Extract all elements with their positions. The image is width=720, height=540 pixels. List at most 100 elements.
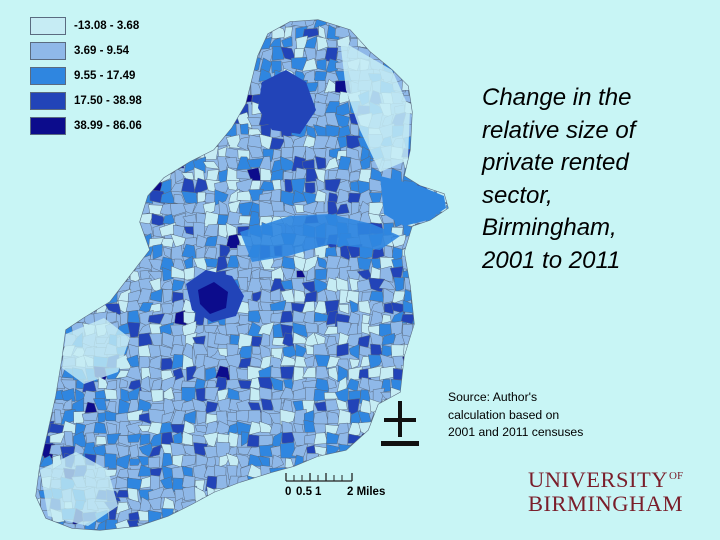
ward-cell bbox=[150, 378, 163, 393]
ward-cell bbox=[225, 78, 241, 96]
title-line: Birmingham, bbox=[482, 214, 617, 241]
ward-cell bbox=[115, 181, 128, 192]
ward-cell bbox=[170, 125, 184, 138]
ward-cell bbox=[424, 68, 441, 83]
ward-cell bbox=[378, 26, 395, 38]
ward-cell bbox=[224, 59, 242, 71]
ward-cell bbox=[163, 70, 173, 86]
ward-cell bbox=[423, 454, 440, 470]
ward-cell bbox=[381, 519, 394, 530]
ward-cell bbox=[72, 266, 84, 278]
ward-cell bbox=[435, 476, 448, 491]
ward-cell bbox=[136, 288, 153, 305]
ward-cell bbox=[435, 365, 448, 381]
ward-cell bbox=[434, 181, 448, 193]
ward-cell bbox=[40, 377, 56, 389]
ward-cell bbox=[169, 92, 186, 106]
ward-cell bbox=[104, 453, 117, 470]
ward-cell bbox=[272, 510, 285, 524]
ward-cell bbox=[384, 531, 394, 540]
ward-cell bbox=[435, 245, 448, 256]
ward-cell bbox=[137, 179, 153, 193]
ward-cell bbox=[447, 68, 448, 83]
ward-cell bbox=[279, 310, 295, 324]
ward-cell bbox=[423, 332, 437, 350]
ward-cell bbox=[50, 177, 62, 193]
ward-cell bbox=[60, 156, 77, 174]
ward-cell bbox=[247, 68, 262, 85]
ward-cell bbox=[96, 519, 106, 530]
ward-cell bbox=[435, 456, 448, 470]
ward-cell bbox=[116, 233, 129, 250]
region-north-dark bbox=[258, 70, 316, 134]
ward-cell bbox=[184, 82, 195, 94]
ward-cell bbox=[71, 203, 86, 217]
ward-cell bbox=[313, 432, 328, 445]
ward-cell bbox=[192, 91, 209, 103]
ward-cell bbox=[303, 290, 318, 304]
ward-cell bbox=[438, 83, 448, 93]
ward-cell bbox=[93, 270, 111, 280]
ward-cell bbox=[337, 453, 348, 469]
ward-cell bbox=[426, 485, 440, 503]
ward-cell bbox=[258, 520, 270, 530]
ward-cell bbox=[162, 112, 174, 127]
ward-cell bbox=[140, 45, 152, 62]
ward-cell bbox=[114, 518, 131, 530]
ward-cell bbox=[433, 93, 448, 107]
region-south-light bbox=[40, 452, 118, 526]
ward-cell bbox=[226, 211, 243, 225]
ward-cell bbox=[414, 92, 428, 103]
ward-cell bbox=[116, 222, 132, 236]
ward-cell bbox=[96, 232, 111, 249]
ward-cell bbox=[225, 34, 238, 51]
scale-bar bbox=[285, 473, 353, 482]
ward-cell bbox=[423, 398, 438, 414]
ward-cell bbox=[104, 234, 118, 249]
ward-cell bbox=[40, 300, 52, 316]
ward-cell bbox=[269, 520, 286, 530]
ward-cell bbox=[185, 124, 198, 137]
ward-cell bbox=[445, 465, 448, 482]
ward-cell bbox=[391, 60, 407, 71]
ward-cell bbox=[426, 477, 437, 493]
ward-cell bbox=[172, 20, 183, 26]
ward-cell bbox=[96, 148, 108, 162]
legend-label: 3.69 - 9.54 bbox=[74, 45, 129, 57]
ward-cell bbox=[207, 508, 220, 525]
ward-cell bbox=[203, 146, 219, 160]
ward-cell bbox=[64, 290, 77, 302]
region-west-light bbox=[62, 318, 130, 384]
ward-cell bbox=[104, 210, 120, 228]
ward-cell bbox=[392, 48, 404, 58]
ward-cell bbox=[182, 519, 197, 530]
ward-cell bbox=[71, 258, 84, 270]
ward-cell bbox=[423, 59, 441, 70]
ward-cell bbox=[358, 399, 374, 415]
ward-cell bbox=[326, 377, 337, 390]
ward-cell bbox=[148, 204, 163, 216]
ward-cell bbox=[49, 289, 65, 305]
ward-cell bbox=[445, 125, 448, 138]
ward-cell bbox=[92, 397, 108, 411]
ward-cell bbox=[424, 466, 441, 480]
ward-cell bbox=[424, 379, 439, 391]
ward-cell bbox=[36, 324, 42, 338]
ward-cell bbox=[147, 496, 162, 510]
ward-cell bbox=[358, 457, 371, 469]
ward-cell bbox=[413, 113, 429, 130]
ward-cell bbox=[152, 50, 161, 59]
ward-cell bbox=[283, 508, 294, 523]
ward-cell bbox=[445, 346, 448, 361]
ward-cell bbox=[270, 454, 285, 471]
ward-cell bbox=[402, 354, 418, 370]
ward-cell bbox=[52, 144, 65, 160]
ward-cell bbox=[159, 20, 172, 25]
ward-cell bbox=[424, 518, 441, 530]
ward-cell bbox=[148, 20, 165, 29]
region-east-spur bbox=[380, 176, 446, 226]
ward-cell bbox=[401, 255, 417, 271]
ward-cell bbox=[359, 155, 371, 171]
ward-cell bbox=[52, 200, 62, 216]
ward-cell bbox=[82, 224, 99, 239]
